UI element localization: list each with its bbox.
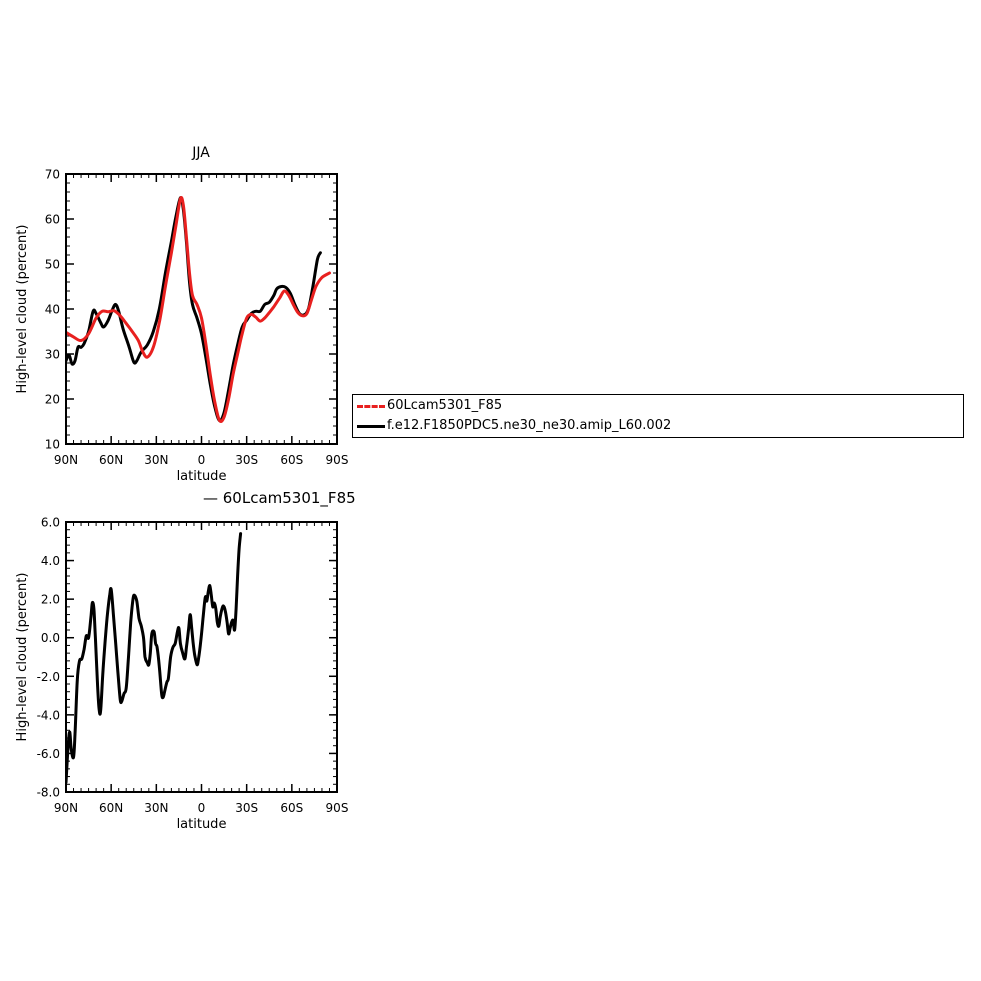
y-tick-label: 0.0: [41, 631, 60, 645]
chart-difference: — 60Lcam5301_F85 High-level cloud (percen…: [15, 489, 356, 832]
y-tick-label: 10: [45, 438, 60, 452]
x-axis-label: latitude: [177, 469, 227, 484]
y-tick-label: 20: [45, 393, 60, 407]
y-tick-label: 40: [45, 303, 60, 317]
chart-title: — 60Lcam5301_F85: [203, 489, 356, 508]
y-tick-label: -4.0: [37, 708, 60, 722]
legend-label-series-1: 60Lcam5301_F85: [387, 398, 503, 413]
y-tick-label: 50: [45, 258, 60, 272]
chart-jja: JJA High-level cloud (percent) latitude 90N…: [15, 145, 348, 484]
x-tick-label: 0: [198, 453, 206, 467]
x-tick-label: 0: [198, 801, 206, 815]
series-line-2: [66, 196, 322, 423]
x-axis-label: latitude: [177, 817, 227, 832]
legend-swatch-black: [357, 425, 385, 428]
x-tick-label: 60N: [99, 801, 123, 815]
x-tick-label: 30N: [144, 453, 168, 467]
legend: 60Lcam5301_F85 f.e12.F1850PDC5.ne30_ne30…: [352, 394, 964, 438]
series-line-1: [66, 196, 331, 423]
x-tick-label: 90S: [326, 453, 349, 467]
y-tick-label: -8.0: [37, 786, 60, 800]
x-tick-label: 30S: [235, 453, 258, 467]
y-axis-label: High-level cloud (percent): [15, 225, 30, 394]
y-tick-label: 30: [45, 348, 60, 362]
x-tick-label: 90N: [54, 801, 78, 815]
y-tick-label: -6.0: [37, 747, 60, 761]
x-tick-label: 30S: [235, 801, 258, 815]
legend-item-series-1: 60Lcam5301_F85: [353, 396, 963, 416]
y-tick-label: 4.0: [41, 554, 60, 568]
y-tick-label: 6.0: [41, 516, 60, 530]
plot-frame: [65, 173, 338, 445]
x-tick-label: 60S: [280, 801, 303, 815]
x-tick-label: 90S: [326, 801, 349, 815]
legend-swatch-red: [357, 405, 385, 408]
y-tick-label: -2.0: [37, 670, 60, 684]
plot-frame: [65, 521, 338, 793]
y-tick-label: 60: [45, 213, 60, 227]
x-tick-label: 30N: [144, 801, 168, 815]
y-axis-label: High-level cloud (percent): [15, 573, 30, 742]
x-tick-label: 60N: [99, 453, 123, 467]
series-line-1: [66, 532, 243, 784]
x-tick-label: 60S: [280, 453, 303, 467]
legend-label-series-2: f.e12.F1850PDC5.ne30_ne30.amip_L60.002: [387, 418, 672, 433]
x-tick-label: 90N: [54, 453, 78, 467]
chart-title: JJA: [191, 145, 210, 161]
y-tick-label: 2.0: [41, 593, 60, 607]
y-tick-label: 70: [45, 168, 60, 182]
legend-item-series-2: f.e12.F1850PDC5.ne30_ne30.amip_L60.002: [353, 416, 963, 436]
